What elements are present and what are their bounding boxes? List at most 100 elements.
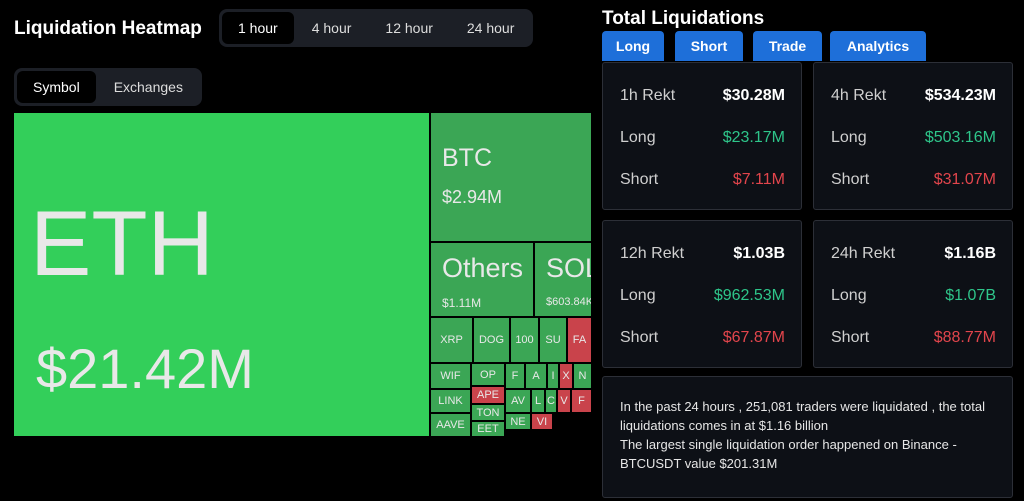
tile-label: APE bbox=[476, 389, 499, 401]
card-row: 24h Rekt $1.16B bbox=[831, 245, 996, 263]
tile-label: SOL bbox=[546, 253, 591, 283]
tile[interactable]: F bbox=[572, 390, 591, 412]
card-row: 1h Rekt $30.28M bbox=[620, 87, 785, 105]
tile[interactable]: SU bbox=[540, 318, 566, 362]
row-value: $1.03B bbox=[733, 245, 785, 262]
row-value: $503.16M bbox=[924, 129, 996, 146]
tile-label: ETH bbox=[30, 193, 214, 295]
info-text: In the past 24 hours , 251,081 traders w… bbox=[620, 399, 985, 433]
tile-label: X bbox=[562, 370, 570, 382]
rekt-card: 1h Rekt $30.28M Long $23.17M Short $7.11M bbox=[602, 62, 802, 210]
tile[interactable]: I bbox=[548, 364, 558, 388]
time-tab[interactable]: 12 hour bbox=[385, 20, 433, 36]
row-label: 12h Rekt bbox=[620, 245, 685, 262]
totals-tab[interactable]: Analytics bbox=[830, 31, 926, 61]
tile[interactable]: NE bbox=[506, 414, 530, 429]
row-label: Long bbox=[831, 129, 867, 146]
tile-label: F bbox=[578, 395, 585, 407]
tile[interactable]: TON bbox=[472, 405, 504, 420]
view-tab[interactable]: Symbol bbox=[17, 71, 96, 103]
tile-label: N bbox=[578, 370, 587, 382]
tile[interactable]: X bbox=[560, 364, 572, 388]
tile-label: NE bbox=[510, 415, 526, 428]
tile[interactable]: ETH $21.42M bbox=[14, 113, 429, 436]
card-row: Short $31.07M bbox=[831, 171, 996, 189]
info-text: The largest single liquidation order hap… bbox=[620, 437, 957, 471]
tile-label: OP bbox=[480, 368, 496, 381]
tile[interactable]: N bbox=[574, 364, 591, 388]
treemap: ETH $21.42M BTC $2.94M Others $1.11M SOL $603.8… bbox=[14, 113, 591, 436]
tile-label: WIF bbox=[440, 370, 461, 382]
row-value: $7.11M bbox=[732, 171, 785, 188]
tile-label: FA bbox=[572, 334, 587, 346]
tile[interactable]: OP bbox=[472, 364, 504, 385]
tile[interactable]: L bbox=[532, 390, 544, 412]
time-tab[interactable]: 4 hour bbox=[311, 20, 352, 36]
tile-label: F bbox=[511, 370, 519, 382]
tile-label: C bbox=[547, 395, 555, 407]
tile[interactable]: EET bbox=[472, 422, 504, 436]
tile-label: TON bbox=[476, 406, 500, 419]
card-row: 4h Rekt $534.23M bbox=[831, 87, 996, 105]
tile[interactable]: V bbox=[558, 390, 570, 412]
row-label: Short bbox=[831, 171, 870, 188]
tile[interactable]: WIF bbox=[431, 364, 470, 388]
card-row: Long $503.16M bbox=[831, 129, 996, 147]
time-tab[interactable]: 24 hour bbox=[466, 20, 515, 36]
tile-label: Others bbox=[442, 253, 524, 283]
card-row: Long $1.07B bbox=[831, 287, 996, 305]
row-value: $534.23M bbox=[924, 87, 996, 104]
row-value: $88.77M bbox=[933, 329, 996, 346]
totals-tab[interactable]: Trade bbox=[753, 31, 822, 61]
tile-label: XRP bbox=[440, 334, 463, 346]
tile[interactable]: XRP bbox=[431, 318, 472, 362]
tile-label: LINK bbox=[438, 395, 463, 407]
tile[interactable]: AV bbox=[506, 390, 530, 412]
row-label: Short bbox=[620, 329, 659, 346]
tile-value: $21.42M bbox=[36, 337, 254, 400]
view-tabs: Symbol Exchanges bbox=[14, 68, 202, 106]
tile[interactable]: A bbox=[526, 364, 546, 388]
tile-value: $1.11M bbox=[442, 296, 482, 310]
rekt-card: 12h Rekt $1.03B Long $962.53M Short $67.87M bbox=[602, 220, 802, 368]
card-row: Short $67.87M bbox=[620, 329, 785, 347]
card-row: Short $88.77M bbox=[831, 329, 996, 347]
tile[interactable]: DOG bbox=[474, 318, 509, 362]
view-tab[interactable]: Exchanges bbox=[113, 79, 183, 95]
info-box: In the past 24 hours , 251,081 traders w… bbox=[602, 376, 1013, 498]
tile-label: BTC bbox=[442, 144, 492, 172]
tile-label: A bbox=[532, 370, 540, 382]
tile[interactable]: FA bbox=[568, 318, 591, 362]
tile[interactable]: C bbox=[546, 390, 556, 412]
tile[interactable]: BTC $2.94M bbox=[431, 113, 591, 241]
tile-label: VI bbox=[536, 415, 548, 428]
tile[interactable]: VI bbox=[532, 414, 552, 429]
tile[interactable]: F bbox=[506, 364, 524, 388]
tile[interactable]: 100 bbox=[511, 318, 538, 362]
tile-label: AV bbox=[511, 395, 525, 407]
tile[interactable]: AAVE bbox=[431, 414, 470, 436]
time-tab[interactable]: 1 hour bbox=[222, 12, 294, 44]
row-label: 24h Rekt bbox=[831, 245, 896, 262]
card-row: 12h Rekt $1.03B bbox=[620, 245, 785, 263]
tile-label: L bbox=[534, 395, 542, 407]
card-row: Long $23.17M bbox=[620, 129, 785, 147]
tile-value: $2.94M bbox=[442, 187, 503, 207]
tile[interactable]: Others $1.11M bbox=[431, 243, 533, 316]
tile[interactable]: APE bbox=[472, 387, 504, 403]
tile-label: DOG bbox=[478, 334, 505, 346]
row-value: $31.07M bbox=[933, 171, 996, 188]
row-value: $1.16B bbox=[944, 245, 996, 262]
tile[interactable]: LINK bbox=[431, 390, 470, 412]
totals-tab[interactable]: Long bbox=[602, 31, 664, 61]
row-value: $23.17M bbox=[722, 129, 785, 146]
row-value: $67.87M bbox=[722, 329, 785, 346]
tile-label: EET bbox=[477, 423, 499, 435]
tile[interactable]: SOL $603.84K bbox=[535, 243, 591, 316]
totals-tab[interactable]: Short bbox=[675, 31, 743, 61]
tile-label: I bbox=[551, 370, 555, 382]
row-label: 1h Rekt bbox=[620, 87, 676, 104]
rekt-card: 24h Rekt $1.16B Long $1.07B Short $88.77M bbox=[813, 220, 1013, 368]
heatmap-title: Liquidation Heatmap bbox=[14, 18, 202, 39]
tile-label: AAVE bbox=[436, 419, 465, 431]
